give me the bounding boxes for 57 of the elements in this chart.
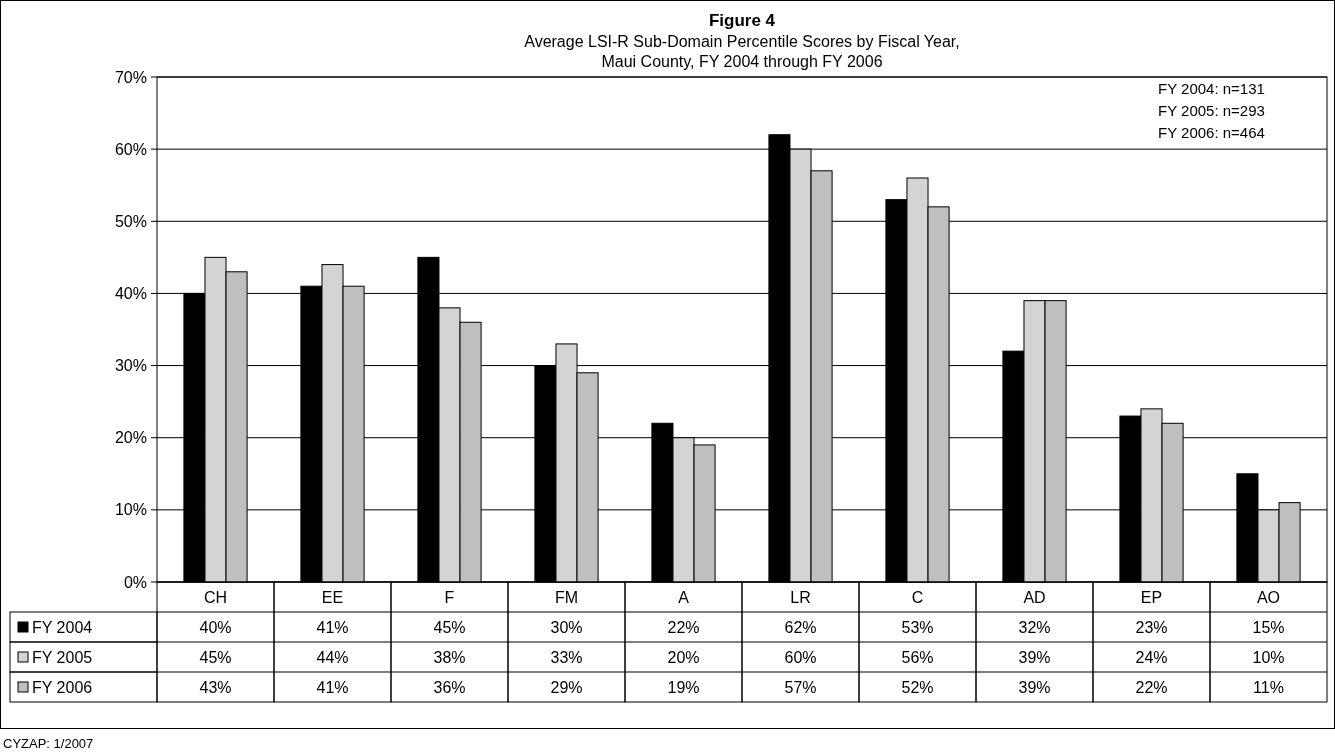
x-tick-label: FM bbox=[554, 588, 579, 606]
data-label: 24% bbox=[1135, 648, 1168, 666]
y-tick-label: 0% bbox=[123, 573, 147, 591]
data-label: 19% bbox=[667, 678, 700, 696]
legend-label: FY 2006 bbox=[32, 678, 93, 696]
data-label: 30% bbox=[550, 618, 583, 636]
data-label: 33% bbox=[550, 648, 583, 666]
x-tick-label: A bbox=[678, 588, 690, 606]
data-label: 40% bbox=[199, 618, 232, 636]
x-tick-label: EE bbox=[321, 588, 344, 606]
data-label: 22% bbox=[1135, 678, 1168, 696]
x-tick-label: AO bbox=[1256, 588, 1281, 606]
y-tick-label: 70% bbox=[114, 68, 147, 86]
data-label: 39% bbox=[1018, 678, 1051, 696]
chart-subtitle: Average LSI-R Sub-Domain Percentile Scores by Fiscal Year, Maui County, FY 2004 through FY 2006 bbox=[524, 33, 960, 70]
chart-title: Figure 4 bbox=[708, 11, 776, 30]
annotation: FY 2004: n=131 bbox=[1158, 80, 1265, 97]
x-tick-label: CH bbox=[203, 588, 228, 606]
data-label: 62% bbox=[784, 618, 817, 636]
x-tick-label: F bbox=[444, 588, 455, 606]
annotation: FY 2006: n=464 bbox=[1158, 124, 1265, 141]
data-label: 41% bbox=[316, 618, 349, 636]
data-label: 20% bbox=[667, 648, 700, 666]
x-tick-label: EP bbox=[1140, 588, 1163, 606]
data-label: 32% bbox=[1018, 618, 1051, 636]
data-label: 44% bbox=[316, 648, 349, 666]
data-label: 36% bbox=[433, 678, 466, 696]
data-label: 39% bbox=[1018, 648, 1051, 666]
data-label: 23% bbox=[1135, 618, 1168, 636]
data-label: 45% bbox=[199, 648, 232, 666]
y-tick-label: 50% bbox=[114, 212, 147, 230]
y-tick-label: 30% bbox=[114, 357, 147, 375]
x-tick-label: AD bbox=[1023, 588, 1046, 606]
data-label: 43% bbox=[199, 678, 232, 696]
y-tick-label: 40% bbox=[114, 285, 147, 303]
data-label: 45% bbox=[433, 618, 466, 636]
data-label: 15% bbox=[1252, 618, 1285, 636]
data-label: 22% bbox=[667, 618, 700, 636]
data-label: 56% bbox=[901, 648, 934, 666]
x-tick-label: LR bbox=[790, 588, 811, 606]
data-label: 52% bbox=[901, 678, 934, 696]
annotation: FY 2005: n=293 bbox=[1158, 102, 1265, 119]
y-tick-label: 10% bbox=[114, 501, 147, 519]
data-label: 11% bbox=[1253, 678, 1284, 696]
data-label: 29% bbox=[550, 678, 583, 696]
data-label: 10% bbox=[1252, 648, 1285, 666]
y-tick-label: 20% bbox=[114, 429, 147, 447]
data-label: 60% bbox=[784, 648, 817, 666]
text: CYZAP: 1/2007 bbox=[3, 736, 94, 751]
data-label: 41% bbox=[316, 678, 349, 696]
data-label: 38% bbox=[433, 648, 466, 666]
legend-label: FY 2004 bbox=[32, 618, 93, 636]
legend-label: FY 2005 bbox=[32, 648, 93, 666]
data-label: 53% bbox=[901, 618, 934, 636]
y-tick-label: 60% bbox=[114, 140, 147, 158]
data-label: 57% bbox=[784, 678, 817, 696]
x-tick-label: C bbox=[911, 588, 924, 606]
